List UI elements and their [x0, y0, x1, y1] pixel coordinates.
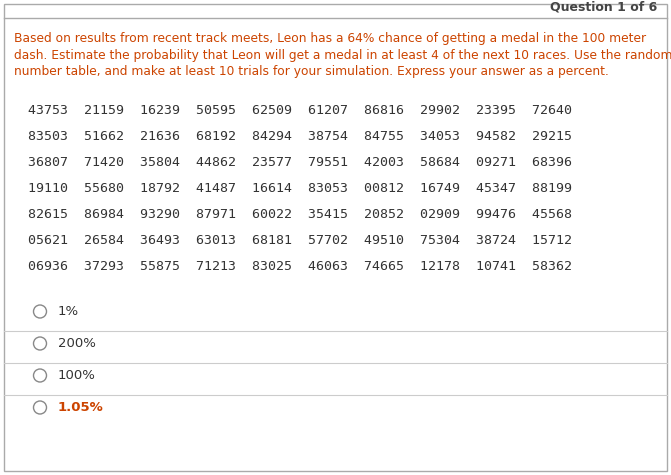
Text: 19110  55680  18792  41487  16614  83053  00812  16749  45347  88199: 19110 55680 18792 41487 16614 83053 0081… — [28, 181, 572, 194]
Text: 82615  86984  93290  87971  60022  35415  20852  02909  99476  45568: 82615 86984 93290 87971 60022 35415 2085… — [28, 208, 572, 220]
Text: dash. Estimate the probability that Leon will get a medal in at least 4 of the n: dash. Estimate the probability that Leon… — [14, 48, 671, 61]
Text: 43753  21159  16239  50595  62509  61207  86816  29902  23395  72640: 43753 21159 16239 50595 62509 61207 8681… — [28, 104, 572, 116]
Text: 83503  51662  21636  68192  84294  38754  84755  34053  94582  29215: 83503 51662 21636 68192 84294 38754 8475… — [28, 130, 572, 142]
Text: 1%: 1% — [58, 305, 79, 318]
Text: 1.05%: 1.05% — [58, 401, 104, 414]
Text: Question 1 of 6: Question 1 of 6 — [550, 1, 657, 14]
Text: 36807  71420  35804  44862  23577  79551  42003  58684  09271  68396: 36807 71420 35804 44862 23577 79551 4200… — [28, 155, 572, 169]
Text: number table, and make at least 10 trials for your simulation. Express your answ: number table, and make at least 10 trial… — [14, 65, 609, 78]
Text: Based on results from recent track meets, Leon has a 64% chance of getting a med: Based on results from recent track meets… — [14, 32, 646, 45]
Text: 05621  26584  36493  63013  68181  57702  49510  75304  38724  15712: 05621 26584 36493 63013 68181 57702 4951… — [28, 234, 572, 247]
Text: 200%: 200% — [58, 337, 96, 350]
Text: 100%: 100% — [58, 369, 96, 382]
Text: 06936  37293  55875  71213  83025  46063  74665  12178  10741  58362: 06936 37293 55875 71213 83025 46063 7466… — [28, 259, 572, 273]
